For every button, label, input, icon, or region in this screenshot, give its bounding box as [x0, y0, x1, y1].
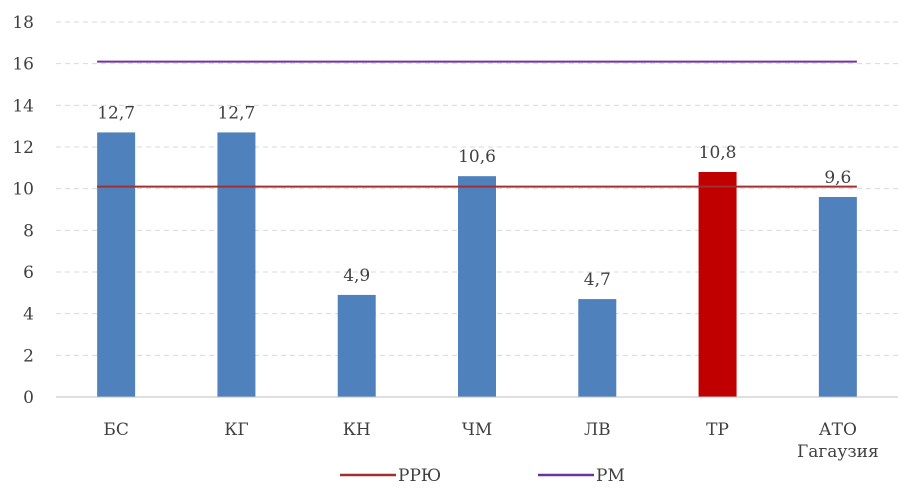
legend-label: РМ — [596, 466, 625, 486]
y-tick-label: 12 — [12, 138, 34, 158]
bar — [217, 132, 256, 397]
bar — [698, 172, 737, 397]
bar — [337, 294, 376, 397]
bar — [458, 176, 496, 397]
y-tick-label: 16 — [12, 55, 34, 75]
data-label: 9,6 — [824, 168, 851, 188]
y-tick-label: 18 — [12, 13, 34, 33]
x-tick-label: АТО Гагаузия — [797, 420, 879, 462]
reference-lines — [97, 60, 857, 188]
y-tick-label: 8 — [23, 221, 34, 241]
y-tick-label: 10 — [12, 180, 34, 200]
legend-label: РРЮ — [398, 466, 441, 486]
x-tick-label: КГ — [224, 420, 248, 440]
data-label: 12,7 — [97, 103, 135, 123]
data-labels: 12,7 12,7 4,9 10,6 4,7 10,8 9,6 — [97, 103, 851, 290]
x-tick-label: БС — [103, 420, 129, 440]
y-axis-ticks: 0 2 4 6 8 10 12 14 16 18 — [12, 13, 34, 408]
x-axis: БС КГ КН ЧМ ЛВ ТР АТО Гагаузия — [56, 396, 898, 462]
y-tick-label: 6 — [23, 263, 34, 283]
bar — [97, 132, 136, 397]
data-label: 10,6 — [458, 147, 496, 167]
x-tick-label: ТР — [706, 420, 729, 440]
data-label: 4,7 — [584, 270, 611, 290]
bar — [818, 197, 857, 397]
legend: РРЮ РМ — [340, 466, 625, 486]
x-tick-label: КН — [343, 420, 371, 440]
y-tick-label: 14 — [12, 96, 34, 116]
y-tick-label: 2 — [23, 346, 34, 366]
data-label: 4,9 — [343, 266, 370, 286]
x-tick-label: ЛВ — [584, 420, 611, 440]
data-label: 10,8 — [699, 143, 737, 163]
y-tick-label: 4 — [23, 305, 34, 325]
y-tick-label: 0 — [23, 388, 34, 408]
x-tick-label: ЧМ — [462, 420, 493, 440]
bar — [578, 299, 617, 397]
bars — [97, 132, 857, 397]
data-label: 12,7 — [217, 103, 255, 123]
